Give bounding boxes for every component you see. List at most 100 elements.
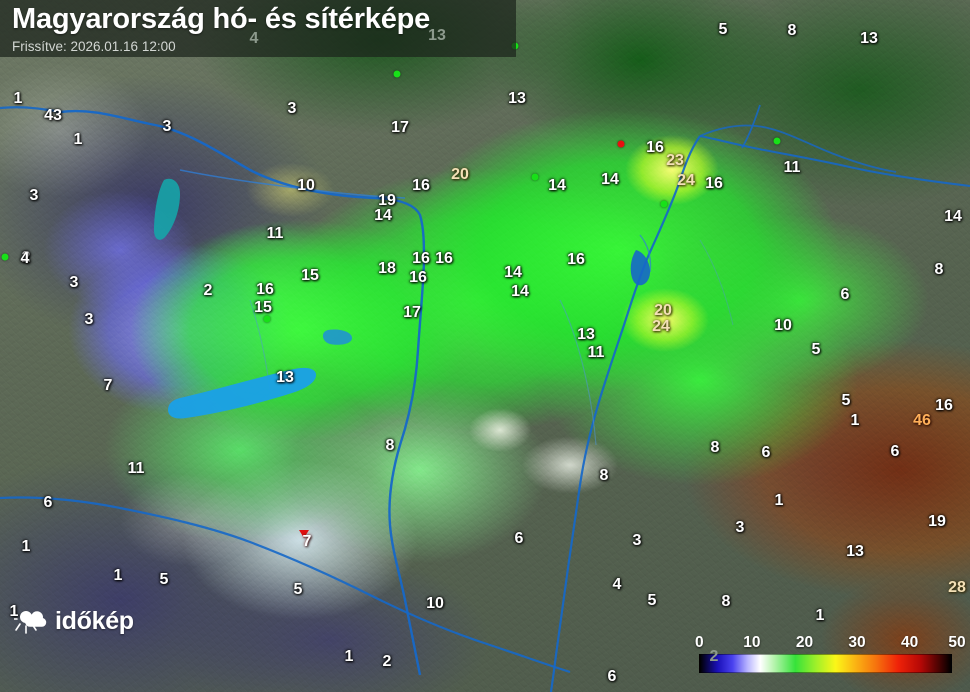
minor-river-3: [699, 239, 734, 326]
snow-depth-label: 16: [412, 177, 430, 194]
logo-text: időkép: [55, 606, 134, 635]
snow-depth-label: 8: [934, 261, 944, 278]
snow-depth-label: 13: [577, 326, 595, 343]
sun-cloud-icon: [14, 611, 47, 634]
station-marker-red[interactable]: [299, 530, 309, 538]
snow-depth-label: 1: [344, 648, 354, 665]
scale-tick-10: 10: [743, 634, 761, 651]
snow-depth-label: 5: [718, 21, 728, 38]
snow-depth-label: 5: [811, 341, 821, 358]
snow-depth-label: 16: [412, 250, 430, 267]
map-header: Magyarország hó- és sítérképe Frissítve:…: [0, 0, 516, 57]
color-scale-bar: [699, 654, 952, 673]
snow-depth-label: 4: [20, 250, 30, 267]
station-dot-green[interactable]: [773, 137, 781, 145]
snow-depth-label: 15: [301, 267, 319, 284]
snow-depth-label: 10: [774, 317, 792, 334]
bodrog-river: [639, 234, 652, 273]
snow-depth-label: 6: [607, 668, 617, 685]
snow-depth-label: 13: [508, 90, 526, 107]
snow-depth-label: 2: [203, 282, 213, 299]
snow-depth-label: 14: [374, 207, 392, 224]
snow-depth-label: 19: [928, 513, 946, 530]
station-dot-green[interactable]: [263, 315, 271, 323]
snow-depth-label: 2: [382, 653, 392, 670]
snow-depth-label: 16: [935, 397, 953, 414]
snow-depth-label: 18: [378, 260, 396, 277]
snow-depth-label: 14: [944, 208, 962, 225]
raba-river: [179, 169, 406, 199]
station-dot-green[interactable]: [531, 173, 539, 181]
color-scale-legend: 0 10 20 30 40 50: [694, 634, 966, 673]
snow-depth-label: 20: [654, 302, 672, 319]
snow-depth-label: 16: [567, 251, 585, 268]
snow-depth-label: 1: [774, 492, 784, 509]
snow-depth-label: 28: [948, 579, 966, 596]
lake-tisza: [630, 250, 650, 286]
station-dot-red[interactable]: [617, 140, 625, 148]
station-dot-green[interactable]: [393, 70, 401, 78]
idokep-logo[interactable]: időkép: [14, 606, 134, 636]
snow-depth-label: 11: [783, 159, 801, 176]
snow-depth-label: 1: [113, 567, 123, 584]
snow-depth-label: 13: [846, 543, 864, 560]
snow-depth-label: 3: [29, 187, 39, 204]
snow-depth-label: 11: [127, 460, 145, 477]
snow-depth-label: 17: [403, 304, 421, 321]
snow-depth-label: 11: [587, 344, 605, 361]
scale-tick-50: 50: [948, 634, 966, 651]
minor-river-1: [559, 299, 597, 446]
snow-depth-label: 20: [451, 166, 469, 183]
snow-depth-label: 43: [44, 107, 62, 124]
snow-depth-label: 13: [860, 30, 878, 47]
national-border-ne: [699, 124, 897, 173]
snow-depth-label: 13: [276, 369, 294, 386]
station-dot-green[interactable]: [660, 200, 668, 208]
tisza-upper-tributary: [699, 135, 970, 187]
scale-tick-30: 30: [848, 634, 866, 651]
snow-depth-label: 5: [159, 571, 169, 588]
snow-depth-label: 24: [677, 172, 695, 189]
snow-depth-label: 16: [435, 250, 453, 267]
snow-depth-label: 3: [84, 311, 94, 328]
snow-depth-label: 16: [409, 269, 427, 286]
page-title: Magyarország hó- és sítérképe: [12, 3, 431, 35]
snow-depth-label: 5: [647, 592, 657, 609]
snow-depth-label: 15: [254, 299, 272, 316]
snow-depth-label: 14: [548, 177, 566, 194]
snow-depth-label: 8: [721, 593, 731, 610]
lake-velence: [322, 329, 352, 345]
snow-depth-label: 19: [378, 192, 396, 209]
color-scale-ticks: 0 10 20 30 40 50: [694, 634, 966, 654]
tisza-river: [549, 135, 701, 692]
snow-depth-label: 10: [426, 595, 444, 612]
station-dot-green[interactable]: [1, 253, 9, 261]
lake-ferto: [154, 178, 180, 240]
snow-depth-label: 8: [710, 439, 720, 456]
scale-tick-40: 40: [901, 634, 919, 651]
snow-depth-label: 6: [890, 443, 900, 460]
snow-depth-label: 1: [73, 131, 83, 148]
danube-river-west: [0, 106, 61, 114]
snow-depth-label: 8: [385, 437, 395, 454]
snow-depth-label: 4: [612, 576, 622, 593]
snow-depth-label: 8: [787, 22, 797, 39]
snow-depth-label: 14: [601, 171, 619, 188]
snow-depth-label: 24: [652, 318, 670, 335]
snow-depth-label: 6: [761, 444, 771, 461]
snow-depth-label: 5: [293, 581, 303, 598]
snow-depth-label: 16: [705, 175, 723, 192]
snow-depth-label: 6: [840, 286, 850, 303]
snow-depth-label: 23: [666, 152, 684, 169]
snow-depth-label: 17: [391, 119, 409, 136]
danube-river: [59, 109, 426, 676]
snow-depth-label: 7: [103, 377, 113, 394]
snow-depth-label: 14: [504, 264, 522, 281]
szamos-river: [741, 104, 761, 149]
